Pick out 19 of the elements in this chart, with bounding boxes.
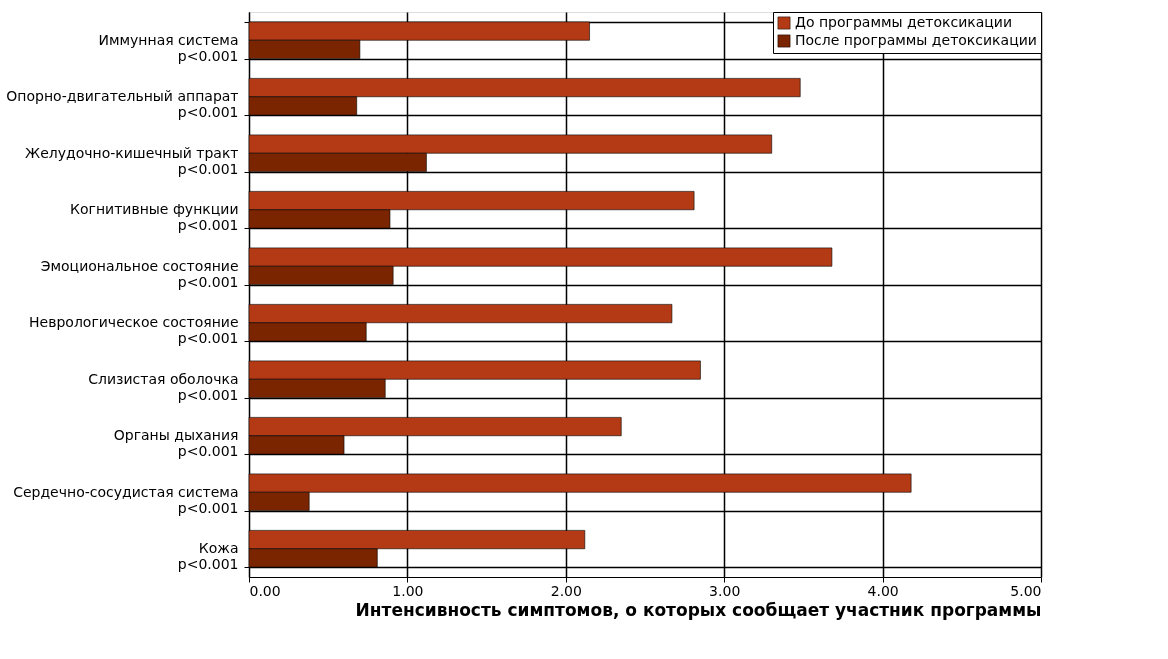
x-tick-label: 0.00 <box>249 582 281 599</box>
y-tick-label: Опорно-двигательный аппарат p<0.001 <box>6 88 239 121</box>
y-tick-label: Слизистая оболочка p<0.001 <box>88 370 239 403</box>
y-tick-label: Сердечно-сосудистая система p<0.001 <box>13 483 239 516</box>
x-tick-label: 1.00 <box>392 582 424 599</box>
x-tick-label: 2.00 <box>550 582 582 599</box>
x-tick-label: 4.00 <box>867 582 899 599</box>
y-tick-label: Когнитивные функции p<0.001 <box>70 201 239 234</box>
legend-label: До программы детоксикации <box>795 14 1013 30</box>
y-tick-label: Кожа p<0.001 <box>177 540 239 573</box>
x-tick-label: 3.00 <box>709 582 741 599</box>
y-tick-label: Органы дыхания p<0.001 <box>113 427 239 460</box>
x-tick-label: 5.00 <box>1010 582 1042 599</box>
y-tick-label: Желудочно-кишечный тракт p<0.001 <box>25 144 239 177</box>
y-tick-label: Эмоциональное состояние p<0.001 <box>40 257 239 290</box>
x-axis-title: Интенсивность симптомов, о которых сообщает участник программы <box>355 599 1042 620</box>
y-tick-label: Неврологическое состояние p<0.001 <box>29 314 239 347</box>
y-tick-label: Иммунная система p<0.001 <box>98 31 239 64</box>
legend-label: После программы детоксикации <box>795 32 1037 48</box>
